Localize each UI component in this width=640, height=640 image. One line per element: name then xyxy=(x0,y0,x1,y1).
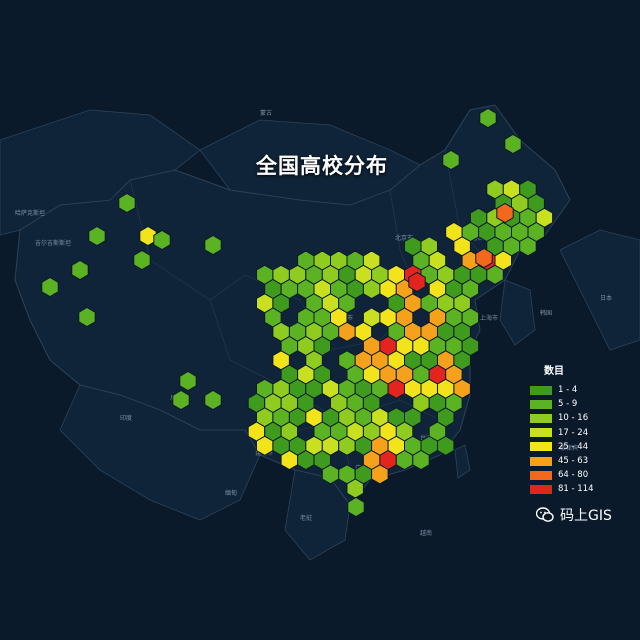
place-label: 缅甸 xyxy=(225,489,237,497)
legend-label: 1 - 4 xyxy=(558,385,578,396)
watermark-text: 码上GIS xyxy=(560,508,612,524)
hex-cell[interactable] xyxy=(338,321,356,342)
legend-swatch xyxy=(530,413,552,423)
hex-cell[interactable] xyxy=(387,378,405,399)
hex-cell[interactable] xyxy=(519,236,537,257)
place-label: 哈萨克斯坦 xyxy=(15,209,45,217)
legend-swatch xyxy=(530,428,552,438)
legend-swatch xyxy=(530,399,552,409)
hex-cell[interactable] xyxy=(504,133,522,155)
hex-cell[interactable] xyxy=(204,389,222,411)
hex-cell[interactable] xyxy=(321,464,340,485)
legend-item: 25 - 44 xyxy=(530,440,594,454)
hex-cell[interactable] xyxy=(297,449,315,471)
hex-cell[interactable] xyxy=(133,249,151,271)
hex-cell[interactable] xyxy=(78,306,96,328)
hex-cell[interactable] xyxy=(172,389,190,411)
legend-title: 数目 xyxy=(544,366,564,377)
land-layer xyxy=(0,104,640,561)
legend-label: 5 - 9 xyxy=(558,399,578,410)
place-label: 韩国 xyxy=(540,309,552,317)
hex-cell[interactable] xyxy=(347,496,365,518)
legend-swatch xyxy=(530,442,552,452)
hexbin-layer[interactable] xyxy=(41,107,554,518)
map-title: 全国高校分布 xyxy=(256,154,388,178)
hex-cell[interactable] xyxy=(412,449,430,471)
hex-cell[interactable] xyxy=(179,370,197,392)
legend-label: 45 - 63 xyxy=(558,456,589,467)
place-label: 菲律宾 xyxy=(560,444,578,452)
hex-cell[interactable] xyxy=(118,192,136,214)
place-label: 老挝 xyxy=(300,514,312,522)
place-label: 印度 xyxy=(120,414,132,422)
hex-cell[interactable] xyxy=(479,107,497,129)
hex-cell[interactable] xyxy=(395,449,414,471)
hex-cell[interactable] xyxy=(338,435,356,456)
legend-item: 17 - 24 xyxy=(530,426,594,440)
hex-cell[interactable] xyxy=(486,264,504,285)
legend-item: 1 - 4 xyxy=(530,383,594,397)
hex-cell[interactable] xyxy=(496,202,514,224)
hex-cell[interactable] xyxy=(475,247,493,269)
hex-cell[interactable] xyxy=(41,276,59,298)
hex-cell[interactable] xyxy=(280,449,299,471)
hex-cell[interactable] xyxy=(371,464,389,485)
hex-cell[interactable] xyxy=(362,278,381,300)
legend-item: 81 - 114 xyxy=(530,482,594,496)
hex-cell[interactable] xyxy=(437,435,455,456)
place-label: 蒙古 xyxy=(260,109,272,117)
hex-cell[interactable] xyxy=(204,234,222,256)
legend-label: 25 - 44 xyxy=(558,441,589,452)
legend-label: 64 - 80 xyxy=(558,470,589,481)
legend-item: 45 - 63 xyxy=(530,454,594,468)
hex-cell[interactable] xyxy=(442,149,460,171)
legend-item: 10 - 16 xyxy=(530,411,594,425)
place-label: 吉尔吉斯斯坦 xyxy=(35,239,71,247)
hex-cell[interactable] xyxy=(256,435,274,456)
hex-cell[interactable] xyxy=(153,229,171,251)
legend-rows: 1 - 4 5 - 9 10 - 16 17 - 24 25 - 44 45 - 63 64… xyxy=(530,383,594,497)
legend: 数目 1 - 4 5 - 9 10 - 16 17 - 24 25 - 44 45 - 6… xyxy=(530,362,594,497)
legend-swatch xyxy=(530,385,552,395)
wechat-icon xyxy=(536,507,554,522)
hex-cell[interactable] xyxy=(88,225,106,247)
legend-item: 64 - 80 xyxy=(530,468,594,482)
place-label: 上海市 xyxy=(480,314,498,322)
legend-item: 5 - 9 xyxy=(530,397,594,411)
place-label: 越南 xyxy=(420,529,432,537)
legend-swatch xyxy=(530,456,552,466)
watermark: 码上GIS xyxy=(536,505,612,525)
legend-swatch xyxy=(530,484,552,494)
legend-label: 17 - 24 xyxy=(558,427,589,438)
place-label: 沈阳市 xyxy=(470,234,488,242)
legend-swatch xyxy=(530,470,552,480)
hex-cell[interactable] xyxy=(346,478,364,499)
hex-cell[interactable] xyxy=(408,271,426,293)
legend-label: 81 - 114 xyxy=(558,484,594,495)
place-label: 日本 xyxy=(600,294,612,302)
place-label: 北京市 xyxy=(395,234,413,242)
legend-label: 10 - 16 xyxy=(558,413,589,424)
hex-cell[interactable] xyxy=(71,259,89,281)
